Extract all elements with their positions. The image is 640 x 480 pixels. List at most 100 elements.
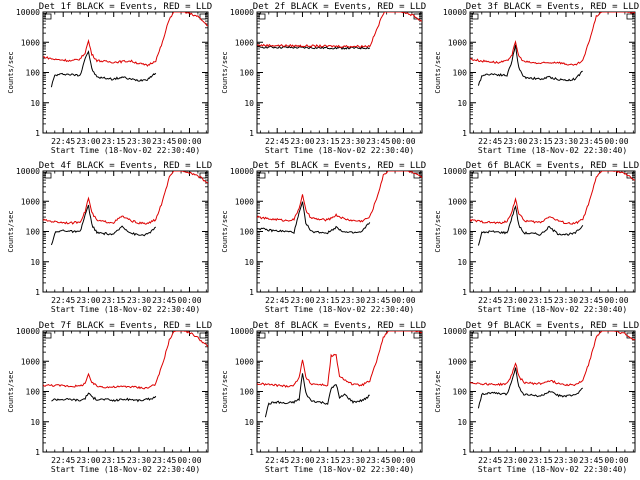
- y-tick-label: 10: [244, 99, 254, 108]
- x-tick-label: 23:30: [554, 137, 578, 146]
- x-axis-label: Start Time (18-Nov-02 22:30:40): [478, 305, 627, 314]
- x-tick-label: 22:45: [265, 137, 289, 146]
- panel-title: Det 8f BLACK = Events, RED = LLD: [253, 321, 426, 331]
- y-tick-label: 10: [30, 258, 40, 267]
- y-axis-label: Counts/sec: [7, 51, 15, 93]
- x-axis-label: Start Time (18-Nov-02 22:30:40): [478, 146, 627, 155]
- y-tick-label: 100: [26, 228, 41, 237]
- corner-marker: [199, 332, 207, 339]
- x-tick-label: 23:45: [366, 456, 390, 465]
- y-tick-label: 10: [244, 418, 254, 427]
- panel-title: Det 2f BLACK = Events, RED = LLD: [253, 2, 426, 12]
- lld-series-line: [470, 331, 635, 387]
- x-tick-label: 23:00: [290, 137, 314, 146]
- events-series-line: [50, 204, 157, 246]
- corner-marker: [199, 13, 207, 20]
- x-tick-label: 23:30: [127, 456, 151, 465]
- x-tick-label: 00:00: [391, 137, 415, 146]
- plot-frame: [42, 330, 209, 453]
- y-tick-label: 10000: [230, 167, 254, 176]
- y-axis-label: Counts/sec: [434, 210, 442, 252]
- y-tick-label: 1000: [21, 38, 40, 47]
- lld-series-line: [43, 331, 208, 390]
- x-tick-label: 23:30: [127, 296, 151, 305]
- detector-panel: Det 2f BLACK = Events, RED = LLD 1 10 100 10…: [221, 2, 426, 155]
- y-axis-label: Counts/sec: [221, 210, 229, 252]
- x-tick-label: 23:15: [102, 137, 126, 146]
- y-tick-label: 10000: [230, 327, 254, 336]
- x-tick-label: 23:30: [554, 456, 578, 465]
- x-axis-label: Start Time (18-Nov-02 22:30:40): [51, 146, 200, 155]
- x-tick-label: 23:30: [341, 137, 365, 146]
- x-tick-label: 23:45: [366, 137, 390, 146]
- corner-marker: [258, 332, 266, 339]
- detector-panel: Det 5f BLACK = Events, RED = LLD 1 10 100 10…: [221, 161, 426, 314]
- lld-series-line: [257, 171, 422, 223]
- y-tick-label: 100: [453, 69, 468, 78]
- lld-series-line: [257, 331, 422, 388]
- lld-series-line: [470, 12, 635, 66]
- y-tick-label: 1: [462, 448, 467, 457]
- x-tick-label: 23:00: [290, 456, 314, 465]
- y-tick-label: 10: [457, 99, 467, 108]
- x-tick-label: 23:15: [529, 456, 553, 465]
- x-tick-label: 00:00: [604, 296, 628, 305]
- y-tick-label: 1: [35, 129, 40, 138]
- y-tick-label: 1: [35, 448, 40, 457]
- x-tick-label: 23:15: [102, 296, 126, 305]
- y-tick-label: 1000: [235, 38, 254, 47]
- detector-panel: Det 8f BLACK = Events, RED = LLD 1 10 100 10…: [221, 321, 426, 474]
- plot-frame: [469, 170, 636, 293]
- y-tick-label: 1000: [448, 197, 467, 206]
- x-axis-label: Start Time (18-Nov-02 22:30:40): [51, 465, 200, 474]
- x-tick-label: 23:45: [152, 137, 176, 146]
- x-tick-label: 00:00: [177, 137, 201, 146]
- events-series-line: [50, 50, 157, 88]
- x-tick-label: 22:45: [51, 456, 75, 465]
- x-tick-label: 23:00: [503, 137, 527, 146]
- x-axis-label: Start Time (18-Nov-02 22:30:40): [478, 465, 627, 474]
- y-tick-label: 10: [457, 418, 467, 427]
- y-axis-label: Counts/sec: [434, 370, 442, 412]
- y-tick-label: 100: [26, 388, 41, 397]
- y-tick-label: 100: [453, 388, 468, 397]
- y-tick-label: 10: [30, 99, 40, 108]
- x-axis-label: Start Time (18-Nov-02 22:30:40): [51, 305, 200, 314]
- corner-marker: [44, 332, 52, 339]
- x-tick-label: 00:00: [391, 296, 415, 305]
- y-axis-label: Counts/sec: [221, 51, 229, 93]
- x-tick-label: 22:45: [51, 137, 75, 146]
- x-axis-label: Start Time (18-Nov-02 22:30:40): [265, 146, 414, 155]
- y-tick-label: 10000: [443, 327, 467, 336]
- detector-panel: Det 7f BLACK = Events, RED = LLD 1 10 100 10…: [7, 321, 212, 474]
- corner-marker: [44, 172, 52, 179]
- corner-marker: [44, 13, 52, 20]
- x-tick-label: 22:45: [51, 296, 75, 305]
- x-tick-label: 23:45: [579, 296, 603, 305]
- y-tick-label: 1000: [448, 357, 467, 366]
- y-tick-label: 100: [453, 228, 468, 237]
- y-tick-label: 100: [240, 69, 255, 78]
- corner-marker: [413, 332, 421, 339]
- x-tick-label: 23:15: [316, 137, 340, 146]
- y-tick-label: 1: [249, 288, 254, 297]
- panel-title: Det 6f BLACK = Events, RED = LLD: [466, 161, 639, 171]
- x-tick-label: 00:00: [177, 296, 201, 305]
- x-tick-label: 23:00: [290, 296, 314, 305]
- x-tick-label: 00:00: [391, 456, 415, 465]
- y-tick-label: 1: [249, 129, 254, 138]
- plot-frame: [469, 11, 636, 134]
- y-axis-label: Counts/sec: [7, 370, 15, 412]
- corner-marker: [471, 13, 479, 20]
- lld-series-line: [43, 12, 208, 67]
- x-tick-label: 22:45: [478, 296, 502, 305]
- x-tick-label: 00:00: [604, 456, 628, 465]
- y-axis-label: Counts/sec: [7, 210, 15, 252]
- corner-marker: [199, 172, 207, 179]
- x-tick-label: 23:00: [76, 456, 100, 465]
- lld-series-line: [470, 171, 635, 225]
- x-tick-label: 23:00: [503, 296, 527, 305]
- plot-frame: [42, 11, 209, 134]
- x-tick-label: 00:00: [604, 137, 628, 146]
